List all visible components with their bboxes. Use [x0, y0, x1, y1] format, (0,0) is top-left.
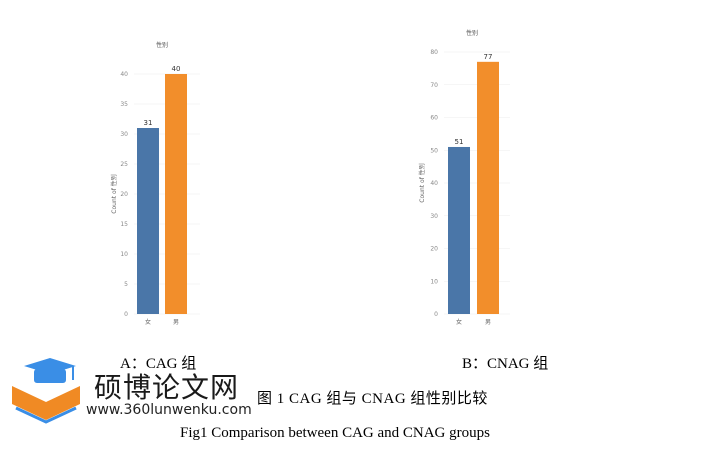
y-tick-label: 40: [120, 71, 128, 78]
y-tick-label: 30: [430, 213, 438, 220]
caption-a: A：CAG 组: [120, 356, 197, 372]
y-tick-label: 60: [430, 115, 438, 122]
data-label: 77: [484, 53, 493, 61]
figure-title-en: Fig1 Comparison between CAG and CNAG gro…: [180, 425, 490, 441]
bar-male: [165, 74, 187, 314]
y-tick-label: 0: [434, 311, 438, 318]
y-tick-label: 70: [430, 82, 438, 89]
x-tick-label: 女: [145, 318, 151, 326]
y-tick-label: 15: [120, 221, 128, 228]
x-tick-label: 女: [456, 318, 462, 326]
x-tick-label: 男: [173, 319, 179, 326]
watermark-logo: 硕博论文网 www.360lunwenku.com: [10, 358, 260, 428]
caption-b: B：CNAG 组: [462, 356, 549, 372]
watermark-brand: 硕博论文网: [94, 371, 240, 404]
y-tick-label: 10: [120, 251, 128, 258]
bar-male: [477, 61, 499, 315]
y-axis-label: Count of 性别: [418, 163, 426, 202]
y-tick-label: 30: [120, 131, 128, 138]
y-tick-label: 20: [430, 246, 438, 253]
y-tick-label: 0: [124, 311, 128, 318]
data-label: 31: [144, 119, 153, 127]
watermark-url: www.360lunwenku.com: [86, 402, 252, 418]
data-label: 40: [172, 65, 181, 73]
x-tick-label: 男: [485, 319, 491, 326]
y-tick-label: 35: [120, 101, 128, 108]
bar-female: [448, 146, 470, 314]
chart-title: 性别: [156, 41, 168, 49]
figure-title-cn: 图 1 CAG 组与 CNAG 组性别比较: [257, 391, 488, 407]
y-tick-label: 25: [120, 161, 128, 168]
y-tick-label: 20: [120, 191, 128, 198]
chart-title: 性别: [466, 29, 478, 37]
data-label: 51: [455, 138, 464, 146]
graduation-book-icon: [12, 358, 80, 424]
chart-a: 性别 Count of 性别 0 5 10 15 20 25 30 35 40 31 女 40 男: [110, 41, 200, 326]
y-tick-label: 80: [430, 49, 438, 56]
y-tick-label: 50: [430, 147, 438, 154]
y-axis-label: Count of 性别: [110, 174, 118, 213]
bar-female: [137, 128, 159, 314]
y-tick-label: 10: [430, 278, 438, 285]
y-tick-label: 40: [430, 180, 438, 187]
chart-b: 性别 Count of 性别 0 10 20 30 40 50 60 70 80 51 女 77 男: [418, 29, 510, 326]
y-tick-label: 5: [124, 281, 128, 288]
